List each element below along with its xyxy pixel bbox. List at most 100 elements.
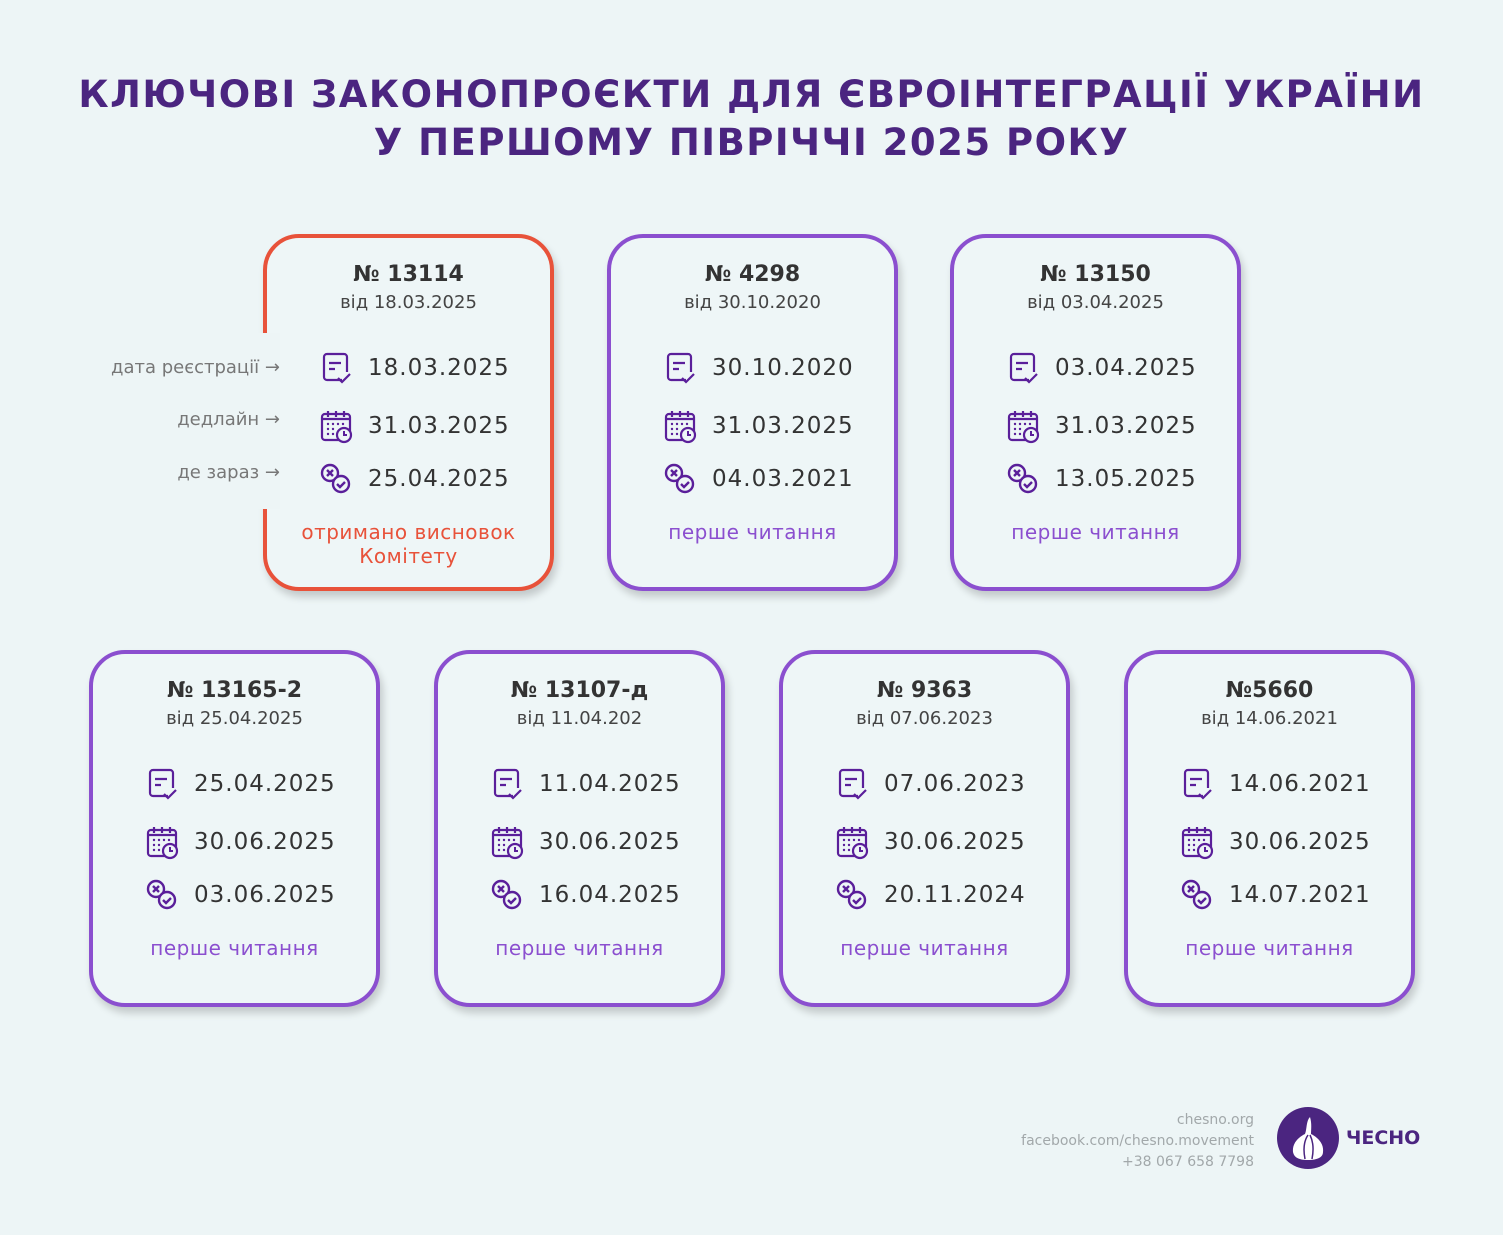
garlic-logo-icon (1277, 1107, 1339, 1169)
bill-date: від 07.06.2023 (856, 708, 993, 729)
registration-date: 03.04.2025 (1055, 355, 1197, 381)
current-date: 14.07.2021 (1229, 882, 1371, 908)
bill-card: № 13165-2 від 25.04.2025 25.04.2025 30.0… (89, 650, 380, 1007)
registration-date: 14.06.2021 (1229, 771, 1371, 797)
status-text: перше читання (840, 936, 1009, 960)
bill-card: № 9363 від 07.06.2023 07.06.2023 30.06.2… (779, 650, 1070, 1007)
registration-row: 14.06.2021 (1179, 767, 1371, 801)
bill-card: № 4298 від 30.10.2020 30.10.2020 31.03.2… (607, 234, 898, 591)
document-check-icon (148, 768, 177, 800)
registration-date: 25.04.2025 (194, 771, 336, 797)
bill-card: №5660 від 14.06.2021 14.06.2021 30.06.20… (1124, 650, 1415, 1007)
bill-number: № 13107-д (510, 678, 649, 703)
cross-check-icon (1007, 463, 1038, 494)
cross-check-icon (320, 463, 351, 494)
legend-registration: дата реєстрації → (111, 357, 280, 378)
legend-current: де зараз → (177, 462, 280, 483)
calendar-clock-icon (1007, 411, 1040, 444)
current-date: 03.06.2025 (194, 882, 336, 908)
bill-number: № 13165-2 (166, 678, 303, 703)
current-row: 13.05.2025 (1005, 462, 1197, 496)
registration-row: 30.10.2020 (662, 351, 854, 385)
registration-date: 07.06.2023 (884, 771, 1026, 797)
deadline-row: 31.03.2025 (1005, 409, 1197, 444)
registration-date: 11.04.2025 (539, 771, 681, 797)
registration-row: 18.03.2025 (318, 351, 510, 385)
status-text: перше читання (150, 936, 319, 960)
current-row: 16.04.2025 (489, 878, 681, 912)
registration-row: 07.06.2023 (834, 767, 1026, 801)
current-row: 14.07.2021 (1179, 878, 1371, 912)
current-row: 03.06.2025 (144, 878, 336, 912)
facebook-link[interactable]: facebook.com/chesno.movement (1021, 1133, 1254, 1149)
current-date: 13.05.2025 (1055, 466, 1197, 492)
deadline-row: 30.06.2025 (834, 825, 1026, 860)
current-date: 25.04.2025 (368, 466, 510, 492)
bill-date: від 14.06.2021 (1201, 708, 1338, 729)
document-check-icon (838, 768, 867, 800)
bill-number: № 4298 (704, 262, 801, 287)
phone: +38 067 658 7798 (1122, 1154, 1254, 1170)
document-check-icon (322, 352, 351, 384)
calendar-clock-icon (1181, 827, 1214, 860)
document-check-icon (1183, 768, 1212, 800)
current-date: 20.11.2024 (884, 882, 1026, 908)
current-row: 04.03.2021 (662, 462, 854, 496)
bill-date: від 18.03.2025 (340, 292, 477, 313)
bill-number: № 9363 (876, 678, 973, 703)
deadline-date: 30.06.2025 (194, 829, 336, 855)
bill-date: від 30.10.2020 (684, 292, 821, 313)
calendar-clock-icon (320, 411, 353, 444)
status-text: перше читання (495, 936, 664, 960)
deadline-date: 30.06.2025 (1229, 829, 1371, 855)
bill-card: № 13107-д від 11.04.202 11.04.2025 30.06… (434, 650, 725, 1007)
cross-check-icon (146, 879, 177, 910)
status-text: отримано висновок Комітету (301, 520, 516, 568)
bill-number: №5660 (1225, 678, 1314, 703)
bill-number: № 13150 (1040, 262, 1151, 287)
registration-date: 30.10.2020 (712, 355, 854, 381)
deadline-row: 30.06.2025 (144, 825, 336, 860)
document-check-icon (493, 768, 522, 800)
registration-row: 03.04.2025 (1005, 351, 1197, 385)
bill-date: від 11.04.202 (516, 708, 643, 729)
footer-contacts: chesno.org facebook.com/chesno.movement … (1021, 1110, 1254, 1173)
cross-check-icon (1181, 879, 1212, 910)
status-text: перше читання (1185, 936, 1354, 960)
legend-deadline: дедлайн → (177, 409, 280, 430)
deadline-row: 31.03.2025 (662, 409, 854, 444)
page-title: КЛЮЧОВІ ЗАКОНОПРОЄКТИ ДЛЯ ЄВРОІНТЕГРАЦІЇ… (78, 73, 1425, 164)
current-row: 20.11.2024 (834, 878, 1026, 912)
cross-check-icon (491, 879, 522, 910)
cross-check-icon (664, 463, 695, 494)
document-check-icon (666, 352, 695, 384)
bill-number: № 13114 (353, 262, 464, 287)
deadline-date: 31.03.2025 (1055, 413, 1197, 439)
site-link[interactable]: chesno.org (1176, 1112, 1254, 1128)
status-text: перше читання (1011, 520, 1180, 544)
deadline-date: 30.06.2025 (539, 829, 681, 855)
deadline-date: 30.06.2025 (884, 829, 1026, 855)
legend: дата реєстрації → дедлайн → де зараз → (90, 333, 280, 509)
deadline-date: 31.03.2025 (368, 413, 510, 439)
brand-name: ЧЕСНО (1346, 1127, 1421, 1149)
document-check-icon (1009, 352, 1038, 384)
calendar-clock-icon (836, 827, 869, 860)
bill-card: № 13150 від 03.04.2025 03.04.2025 31.03.… (950, 234, 1241, 591)
registration-row: 11.04.2025 (489, 767, 681, 801)
current-row: 25.04.2025 (318, 462, 510, 496)
current-date: 04.03.2021 (712, 466, 854, 492)
deadline-date: 31.03.2025 (712, 413, 854, 439)
deadline-row: 30.06.2025 (1179, 825, 1371, 860)
calendar-clock-icon (146, 827, 179, 860)
bill-date: від 03.04.2025 (1027, 292, 1164, 313)
status-text: перше читання (668, 520, 837, 544)
registration-row: 25.04.2025 (144, 767, 336, 801)
cross-check-icon (836, 879, 867, 910)
current-date: 16.04.2025 (539, 882, 681, 908)
deadline-row: 30.06.2025 (489, 825, 681, 860)
bill-card: № 13114 від 18.03.2025 18.03.2025 31.03.… (263, 234, 554, 591)
deadline-row: 31.03.2025 (318, 409, 510, 444)
calendar-clock-icon (664, 411, 697, 444)
bill-date: від 25.04.2025 (166, 708, 303, 729)
